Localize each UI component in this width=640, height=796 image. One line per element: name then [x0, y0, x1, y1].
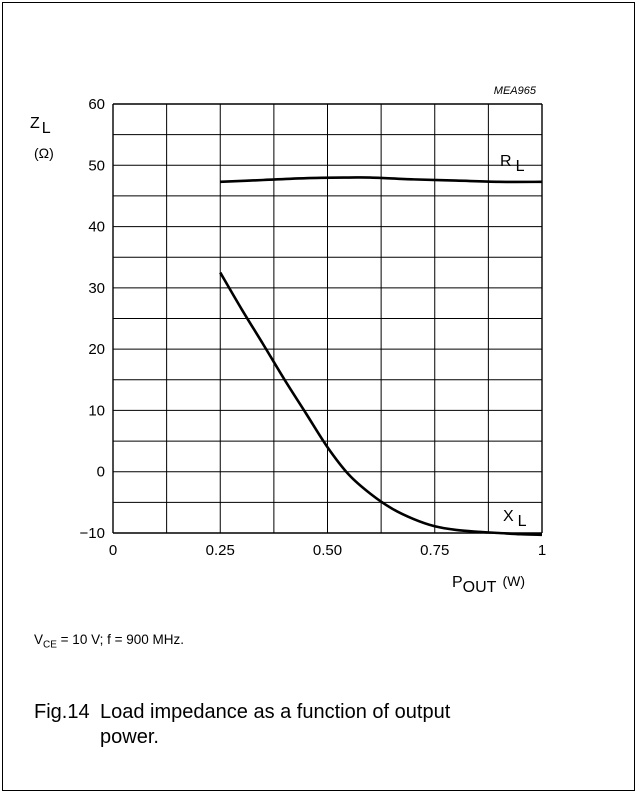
x-tick-label: 1: [538, 542, 546, 559]
figure-number: Fig.14: [34, 701, 90, 723]
x-tick-label: 0.50: [313, 542, 342, 559]
x-tick-label: 0.75: [420, 542, 449, 559]
figure-caption: Fig.14 Load impedance as a function of ou…: [34, 700, 474, 750]
figure-title-line1: Load impedance as a function of output: [100, 701, 451, 723]
y-axis-unit: (Ω): [34, 145, 54, 161]
y-tick-label: 0: [97, 464, 105, 481]
y-tick-label: 20: [88, 341, 105, 358]
x-tick-label: 0.25: [206, 542, 235, 559]
y-tick-label: 30: [88, 280, 105, 297]
chart-grid: [112, 103, 543, 534]
y-tick-label: 60: [88, 96, 105, 113]
y-tick-label: 10: [88, 402, 105, 419]
figure-title-line2: power.: [100, 726, 159, 748]
x-axis-label: POUT (W): [452, 573, 525, 596]
series-line-xl: [219, 271, 543, 537]
chart-series: [219, 176, 543, 537]
chart-code: MEA965: [494, 85, 537, 97]
x-tick-label: 0: [109, 542, 117, 559]
y-tick-label: 50: [88, 157, 105, 174]
y-tick-label: −10: [80, 525, 105, 542]
measurement-conditions: VCE = 10 V; f = 900 MHz.: [34, 632, 184, 651]
series-line-rl: [220, 176, 543, 184]
y-tick-label: 40: [88, 219, 105, 236]
